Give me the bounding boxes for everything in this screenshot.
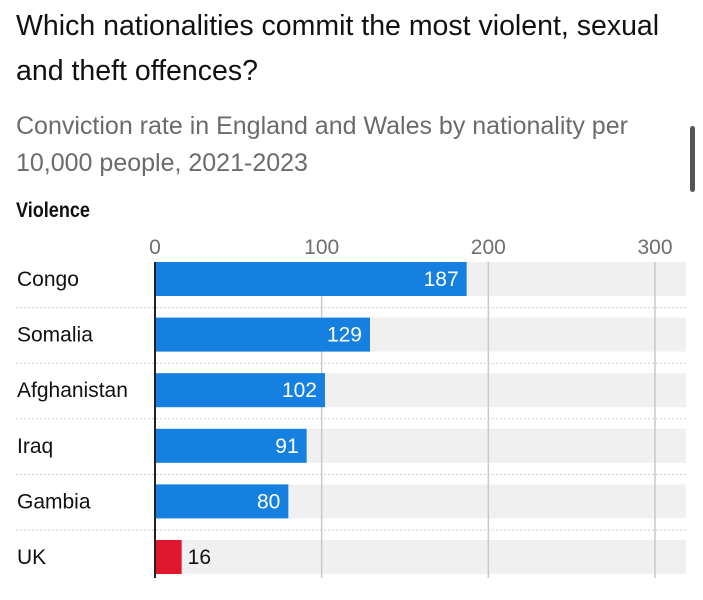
chart-subtitle: Conviction rate in England and Wales by …	[16, 112, 628, 177]
data-label: 102	[282, 379, 317, 402]
scrollbar-thumb[interactable]	[690, 126, 695, 192]
data-label: 187	[424, 268, 459, 291]
x-tick-label: 100	[304, 236, 339, 259]
bar[interactable]	[155, 373, 325, 408]
x-tick-label: 300	[637, 236, 672, 259]
chart-title: Which nationalities commit the most viol…	[16, 10, 660, 87]
category-label: Iraq	[17, 435, 53, 458]
bar[interactable]	[155, 484, 289, 519]
data-label: 16	[188, 546, 211, 569]
category-label: Afghanistan	[17, 379, 128, 402]
bar[interactable]	[155, 428, 307, 463]
category-label: UK	[17, 546, 46, 569]
x-tick-label: 200	[471, 236, 506, 259]
data-label: 129	[327, 324, 362, 347]
data-label: 91	[275, 435, 298, 458]
panel-label: Violence	[16, 199, 90, 222]
bar-track	[155, 540, 686, 574]
bar[interactable]	[155, 262, 467, 296]
x-tick-label: 0	[149, 236, 161, 259]
category-label: Gambia	[17, 490, 91, 513]
data-label: 80	[257, 490, 280, 513]
bar[interactable]	[155, 540, 182, 574]
bar[interactable]	[155, 317, 370, 352]
category-label: Somalia	[17, 324, 93, 347]
category-label: Congo	[17, 268, 79, 291]
